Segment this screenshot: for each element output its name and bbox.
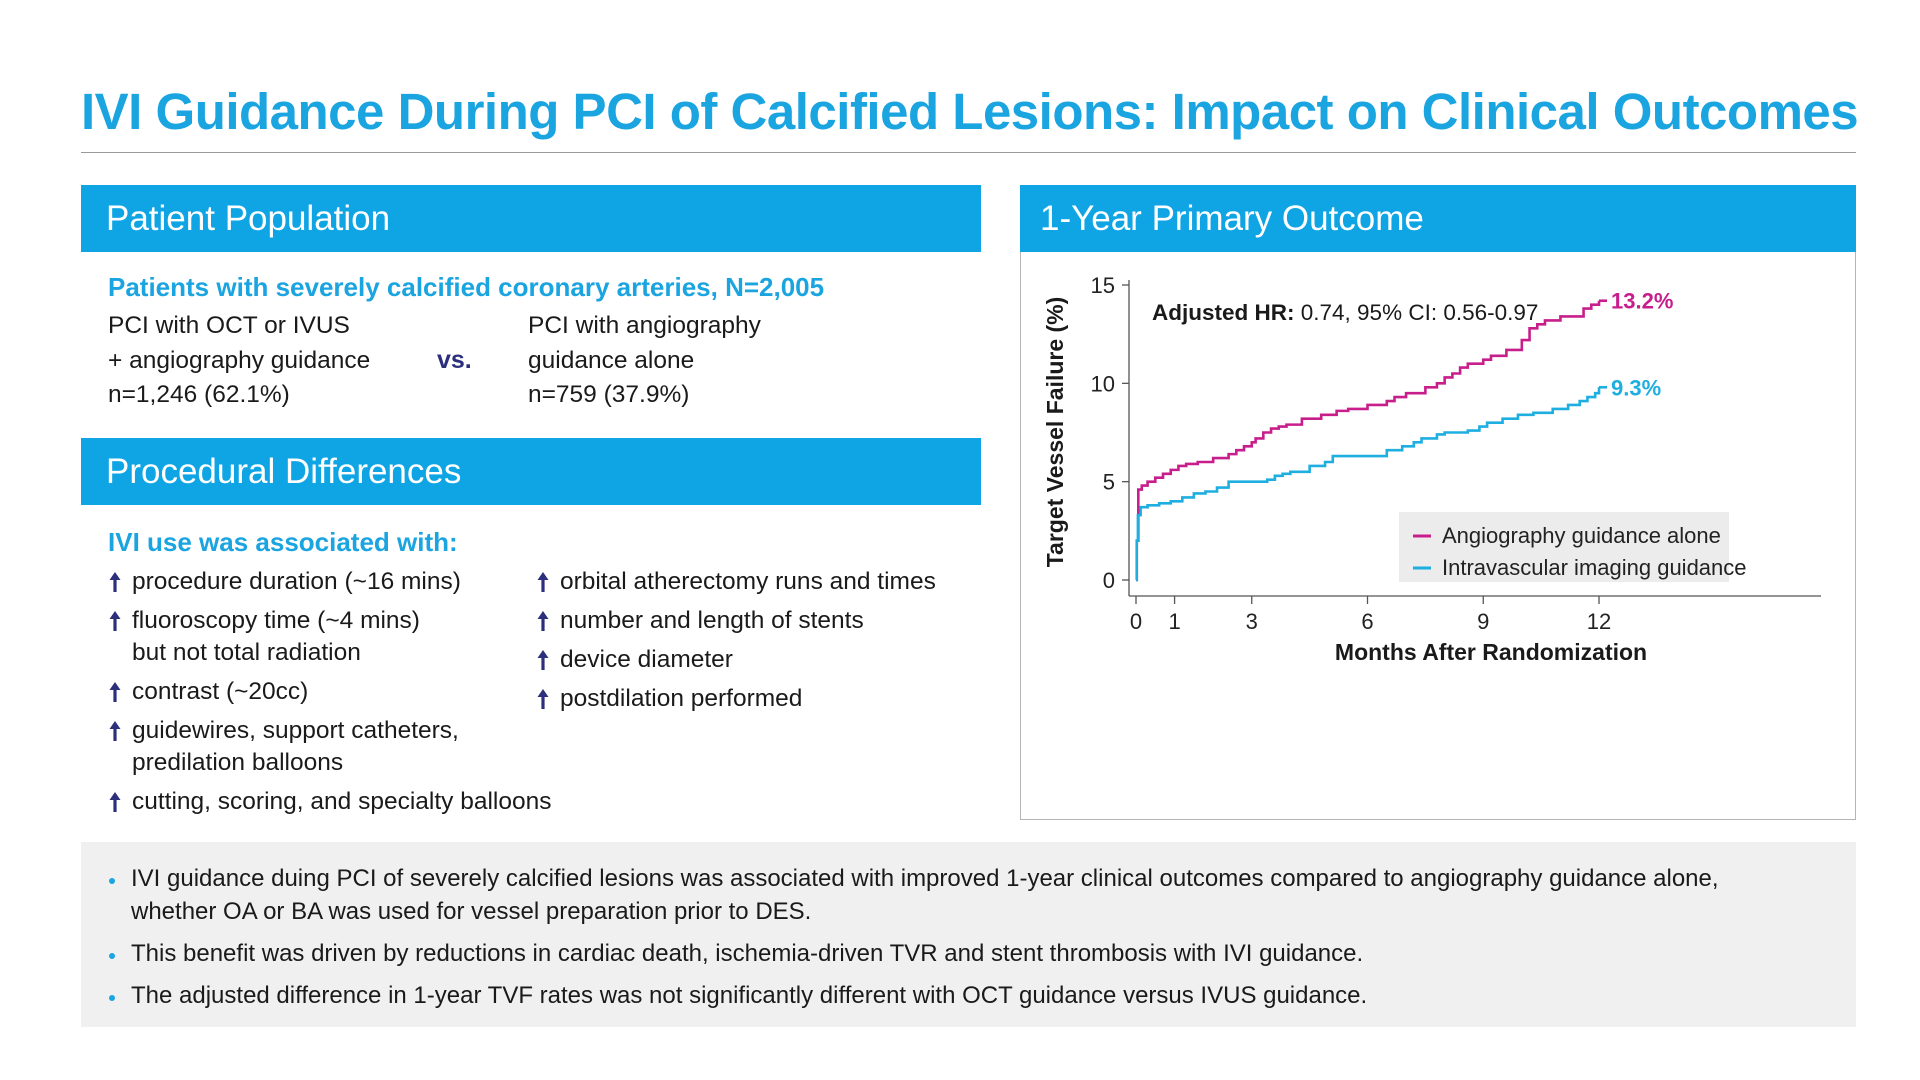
- x-tick-label: 9: [1477, 609, 1489, 634]
- chart-panel: 0 5 10 15 0 1 3 6 9 12 Months After Randomization T…: [1020, 252, 1856, 820]
- procedural-difference-item: device diameter: [536, 644, 936, 676]
- y-tick-label: 5: [1103, 470, 1115, 495]
- up-arrow-icon: [537, 689, 549, 709]
- procedural-differences-list-left: procedure duration (~16 mins) fluoroscopy…: [108, 566, 551, 825]
- summary-bullet-text: This benefit was driven by reductions in…: [131, 940, 1364, 967]
- x-tick-label: 0: [1130, 609, 1142, 634]
- patient-population-header: Patient Population: [81, 185, 981, 252]
- primary-outcome-header: 1-Year Primary Outcome: [1020, 185, 1856, 252]
- versus-label: vs.: [437, 346, 472, 374]
- procedural-difference-text: predilation balloons: [132, 749, 344, 776]
- hazard-ratio-label: Adjusted HR:: [1152, 300, 1295, 325]
- angio-group-line: PCI with angiography: [528, 312, 761, 339]
- y-tick-label: 15: [1091, 273, 1115, 298]
- legend-label: Angiography guidance alone: [1442, 523, 1721, 548]
- bullet-icon: [109, 953, 115, 959]
- up-arrow-icon: [537, 611, 549, 631]
- procedural-differences-header: Procedural Differences: [81, 438, 981, 505]
- procedural-difference-item: number and length of stents: [536, 605, 936, 637]
- series-end-label: 9.3%: [1611, 375, 1661, 400]
- x-tick-label: 6: [1361, 609, 1373, 634]
- up-arrow-icon: [109, 721, 121, 741]
- up-arrow-icon: [109, 611, 121, 631]
- angio-group-line: guidance alone: [528, 346, 695, 374]
- x-axis-label: Months After Randomization: [1335, 639, 1647, 665]
- procedural-difference-item: orbital atherectomy runs and times: [536, 566, 936, 598]
- summary-bullet-text: whether OA or BA was used for vessel pre…: [131, 898, 812, 925]
- summary-box: IVI guidance duing PCI of severely calci…: [81, 842, 1856, 1027]
- summary-bullet: The adjusted difference in 1-year TVF ra…: [109, 979, 1826, 1012]
- summary-bullet-text: The adjusted difference in 1-year TVF ra…: [131, 982, 1368, 1009]
- procedural-difference-text: orbital atherectomy runs and times: [560, 568, 936, 595]
- angio-group-line: n=759 (37.9%): [528, 381, 690, 408]
- ivi-group-line: + angiography guidance: [108, 346, 371, 374]
- procedural-difference-text: fluoroscopy time (~4 mins): [132, 607, 420, 634]
- ivi-group-description: PCI with OCT or IVUS + angiography guida…: [108, 309, 370, 413]
- procedural-difference-item: guidewires, support catheters, predilatio…: [108, 715, 551, 779]
- procedural-difference-text: device diameter: [560, 646, 733, 673]
- procedural-difference-text: number and length of stents: [560, 607, 864, 634]
- procedural-difference-text: but not total radiation: [132, 639, 361, 666]
- ivi-group-line: PCI with OCT or IVUS: [108, 312, 350, 339]
- series-end-label: 13.2%: [1611, 289, 1673, 314]
- y-tick-label: 0: [1103, 568, 1115, 593]
- procedural-difference-item: cutting, scoring, and specialty balloons: [108, 786, 551, 818]
- procedural-difference-item: postdilation performed: [536, 683, 936, 715]
- series-line-intravascular-imaging: [1135, 387, 1601, 582]
- procedural-difference-text: guidewires, support catheters,: [132, 717, 459, 744]
- procedural-difference-text: procedure duration (~16 mins): [132, 568, 461, 595]
- legend-label: Intravascular imaging guidance: [1442, 555, 1747, 580]
- y-axis-label: Target Vessel Failure (%): [1042, 297, 1068, 568]
- procedural-differences-list-right: orbital atherectomy runs and times number…: [536, 566, 936, 722]
- summary-list: IVI guidance duing PCI of severely calci…: [109, 862, 1826, 1012]
- y-tick-label: 10: [1091, 371, 1115, 396]
- procedural-difference-text: cutting, scoring, and specialty balloons: [132, 788, 552, 815]
- up-arrow-icon: [109, 792, 121, 812]
- bullet-icon: [109, 995, 115, 1001]
- up-arrow-icon: [109, 572, 121, 592]
- angio-group-description: PCI with angiography guidance alone n=75…: [528, 309, 761, 413]
- page-title: IVI Guidance During PCI of Calcified Les…: [81, 83, 1859, 140]
- summary-bullet: IVI guidance duing PCI of severely calci…: [109, 862, 1826, 928]
- procedural-difference-text: postdilation performed: [560, 685, 803, 712]
- procedural-difference-text: contrast (~20cc): [132, 678, 309, 705]
- tvf-kaplan-meier-chart: 0 5 10 15 0 1 3 6 9 12 Months After Randomization T…: [1042, 273, 1821, 665]
- x-tick-label: 3: [1246, 609, 1258, 634]
- ivi-group-line: n=1,246 (62.1%): [108, 381, 290, 408]
- patient-population-subhead: Patients with severely calcified coronar…: [108, 272, 825, 302]
- summary-bullet: This benefit was driven by reductions in…: [109, 937, 1826, 970]
- x-tick-label: 1: [1168, 609, 1180, 634]
- legend-box: [1399, 512, 1729, 582]
- summary-bullet-text: IVI guidance duing PCI of severely calci…: [131, 865, 1719, 892]
- procedural-difference-item: contrast (~20cc): [108, 676, 551, 708]
- series-line-angiography: [1135, 300, 1601, 582]
- procedural-difference-item: fluoroscopy time (~4 mins) but not total …: [108, 605, 551, 669]
- up-arrow-icon: [109, 682, 121, 702]
- up-arrow-icon: [537, 650, 549, 670]
- hazard-ratio-value: 0.74, 95% CI: 0.56-0.97: [1295, 300, 1539, 325]
- x-tick-label: 12: [1587, 609, 1611, 634]
- title-divider: [81, 152, 1856, 153]
- hazard-ratio-annotation: Adjusted HR: 0.74, 95% CI: 0.56-0.97: [1152, 300, 1538, 325]
- up-arrow-icon: [537, 572, 549, 592]
- procedural-differences-subhead: IVI use was associated with:: [108, 527, 458, 557]
- procedural-difference-item: procedure duration (~16 mins): [108, 566, 551, 598]
- bullet-icon: [109, 878, 115, 884]
